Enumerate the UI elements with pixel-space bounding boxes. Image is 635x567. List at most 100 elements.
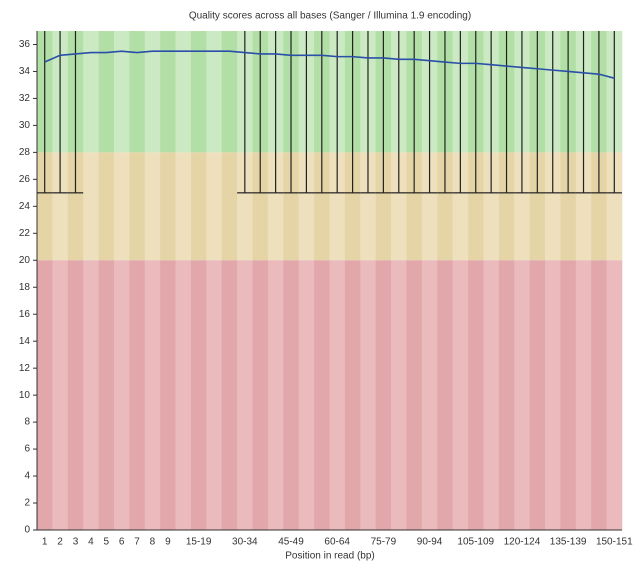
zone-stripe	[391, 152, 407, 261]
zone-stripe	[406, 152, 423, 261]
zone-stripe	[160, 31, 176, 153]
x-tick-label: 75-79	[371, 537, 397, 548]
zone-stripe	[421, 152, 438, 261]
zone-stripe	[606, 152, 623, 261]
zone-stripe	[190, 31, 207, 153]
zone-stripe	[52, 260, 69, 530]
zone-stripe	[375, 152, 392, 261]
x-tick-label: 1	[42, 537, 48, 548]
x-tick-label: 30-34	[232, 537, 258, 548]
zone-stripe	[83, 260, 99, 530]
x-tick-label: 15-19	[186, 537, 212, 548]
zone-stripe	[606, 260, 623, 530]
zone-stripe	[113, 152, 130, 261]
zone-stripe	[129, 260, 146, 530]
y-tick-label: 4	[24, 471, 30, 482]
y-tick-label: 20	[19, 255, 31, 266]
zone-stripe	[360, 260, 376, 530]
y-tick-label: 32	[19, 93, 31, 104]
zone-stripe	[545, 260, 561, 530]
zone-stripe	[83, 152, 99, 261]
zone-stripe	[283, 152, 300, 261]
zone-stripe	[329, 152, 346, 261]
zone-stripe	[591, 260, 607, 530]
zone-stripe	[98, 152, 115, 261]
x-tick-label: 60-64	[324, 537, 350, 548]
zone-stripe	[252, 260, 269, 530]
y-tick-label: 36	[19, 39, 31, 50]
x-tick-label: 150-151	[596, 537, 633, 548]
y-tick-label: 10	[19, 390, 31, 401]
zone-stripe	[545, 152, 561, 261]
zone-stripe	[267, 260, 284, 530]
zone-stripe	[329, 260, 346, 530]
zone-stripe	[206, 260, 223, 530]
y-tick-label: 18	[19, 282, 31, 293]
zone-stripe	[314, 152, 330, 261]
zone-stripe	[98, 260, 115, 530]
y-tick-label: 14	[19, 336, 31, 347]
x-tick-label: 135-139	[550, 537, 587, 548]
zone-stripe	[406, 260, 423, 530]
zone-stripe	[298, 260, 315, 530]
zone-stripe	[283, 260, 300, 530]
zone-stripe	[437, 260, 453, 530]
y-tick-label: 8	[24, 417, 30, 428]
zone-stripe	[175, 31, 192, 153]
zone-stripe	[514, 260, 530, 530]
zone-stripe	[98, 31, 115, 153]
x-axis-label: Position in read (bp)	[285, 551, 375, 562]
zone-stripe	[514, 152, 530, 261]
zone-stripe	[529, 260, 546, 530]
zone-stripe	[468, 152, 484, 261]
x-tick-label: 105-109	[457, 537, 494, 548]
zone-stripe	[267, 152, 284, 261]
x-tick-label: 8	[150, 537, 156, 548]
zone-stripe	[221, 31, 238, 153]
zone-stripe	[83, 31, 99, 153]
zone-stripe	[391, 260, 407, 530]
zone-stripe	[113, 31, 130, 153]
x-tick-label: 6	[119, 537, 125, 548]
zone-stripe	[221, 260, 238, 530]
zone-stripe	[560, 152, 577, 261]
zone-stripe	[175, 260, 192, 530]
zone-stripe	[160, 260, 176, 530]
y-tick-label: 0	[24, 525, 30, 536]
y-tick-label: 24	[19, 201, 31, 212]
zone-stripe	[298, 152, 315, 261]
zone-stripe	[591, 152, 607, 261]
zone-stripe	[452, 152, 469, 261]
zone-stripe	[344, 152, 361, 261]
zone-stripe	[175, 152, 192, 261]
y-tick-label: 16	[19, 309, 31, 320]
zone-stripe	[437, 152, 453, 261]
zone-stripe	[221, 152, 238, 261]
zone-stripe	[452, 260, 469, 530]
zone-stripe	[190, 260, 207, 530]
zone-stripe	[67, 152, 84, 261]
y-tick-label: 2	[24, 498, 30, 509]
zone-stripe	[498, 260, 515, 530]
y-tick-label: 28	[19, 147, 31, 158]
zone-stripe	[144, 260, 161, 530]
zone-stripe	[144, 152, 161, 261]
zone-stripe	[252, 152, 269, 261]
zone-stripe	[421, 260, 438, 530]
zone-stripe	[483, 260, 500, 530]
zone-stripe	[37, 260, 53, 530]
zone-stripe	[67, 260, 84, 530]
y-tick-label: 26	[19, 174, 31, 185]
zone-stripe	[237, 260, 253, 530]
zone-stripe	[206, 31, 223, 153]
y-tick-label: 22	[19, 228, 31, 239]
zone-stripe	[190, 152, 207, 261]
x-tick-label: 90-94	[417, 537, 443, 548]
zone-stripe	[375, 260, 392, 530]
zone-stripe	[52, 152, 69, 261]
zone-stripe	[314, 260, 330, 530]
zone-stripe	[575, 260, 592, 530]
x-tick-label: 120-124	[504, 537, 541, 548]
zone-stripe	[498, 152, 515, 261]
